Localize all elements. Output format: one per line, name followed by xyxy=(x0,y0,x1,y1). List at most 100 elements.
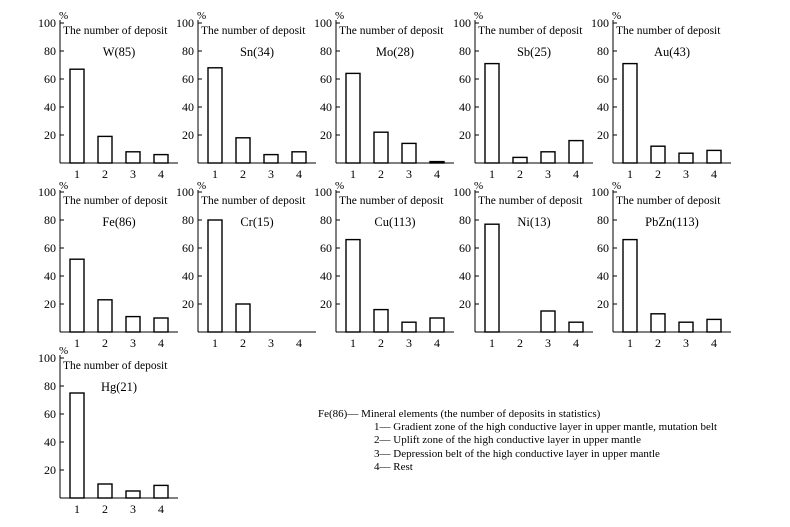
bar xyxy=(69,258,85,333)
y-tick-label: 60 xyxy=(459,72,471,86)
x-tick-label: 4 xyxy=(434,167,440,181)
x-tick-label: 2 xyxy=(378,336,384,350)
bar xyxy=(97,135,113,164)
y-tick-label: 80 xyxy=(459,44,471,58)
x-tick-label: 1 xyxy=(489,336,495,350)
y-tick-label: 60 xyxy=(44,407,56,421)
bar xyxy=(153,484,169,499)
bar xyxy=(706,318,722,333)
bar xyxy=(429,160,445,164)
y-tick-label: 60 xyxy=(597,241,609,255)
bar-chart-10: 20 40 60 80 100 % The number of deposit PbZn(11… xyxy=(591,180,731,350)
y-tick-label: 60 xyxy=(320,72,332,86)
y-tick-label: 40 xyxy=(320,269,332,283)
x-tick-label: 1 xyxy=(74,167,80,181)
bar xyxy=(401,321,417,333)
chart-subtitle: The number of deposit xyxy=(339,25,444,37)
y-tick-label: 100 xyxy=(38,351,56,365)
y-tick-label: 60 xyxy=(459,241,471,255)
x-tick-label: 4 xyxy=(573,167,579,181)
x-tick-label: 1 xyxy=(212,167,218,181)
legend: Fe(86)— Mineral elements (the number of … xyxy=(318,408,717,474)
element-label: Mo(28) xyxy=(376,45,414,59)
bar-chart-5: 20 40 60 80 100 % The number of deposit Au(43) 1… xyxy=(591,10,731,181)
element-label: Hg(21) xyxy=(101,380,137,394)
y-tick-label: 20 xyxy=(597,128,609,142)
x-tick-label: 2 xyxy=(102,167,108,181)
percent-label: % xyxy=(59,180,68,192)
y-tick-label: 40 xyxy=(44,269,56,283)
x-tick-label: 2 xyxy=(517,167,523,181)
legend-line-4: 3— Depression belt of the high conductiv… xyxy=(374,447,660,460)
y-tick-label: 20 xyxy=(44,463,56,477)
bar xyxy=(650,145,666,164)
y-tick-label: 80 xyxy=(44,379,56,393)
y-tick-label: 40 xyxy=(459,100,471,114)
x-tick-label: 4 xyxy=(573,336,579,350)
bar xyxy=(484,223,500,333)
percent-label: % xyxy=(59,10,68,22)
x-tick-label: 3 xyxy=(545,336,551,350)
x-tick-label: 1 xyxy=(627,336,633,350)
percent-label: % xyxy=(474,180,483,192)
x-tick-label: 2 xyxy=(378,167,384,181)
y-tick-label: 80 xyxy=(182,44,194,58)
bar xyxy=(235,303,251,333)
bar xyxy=(69,392,85,499)
chart-subtitle: The number of deposit xyxy=(339,195,444,207)
x-tick-label: 3 xyxy=(406,336,412,350)
bar xyxy=(125,315,141,333)
y-tick-label: 100 xyxy=(314,185,332,199)
y-tick-label: 80 xyxy=(597,44,609,58)
y-tick-label: 40 xyxy=(44,100,56,114)
bar xyxy=(484,62,500,164)
bar xyxy=(291,151,307,164)
y-tick-label: 80 xyxy=(320,44,332,58)
x-tick-label: 3 xyxy=(683,336,689,350)
x-tick-label: 3 xyxy=(268,167,274,181)
y-tick-label: 20 xyxy=(44,128,56,142)
chart-subtitle: The number of deposit xyxy=(201,25,306,37)
y-tick-label: 40 xyxy=(182,100,194,114)
x-tick-label: 3 xyxy=(406,167,412,181)
y-tick-label: 20 xyxy=(182,128,194,142)
bar xyxy=(263,153,279,164)
bar xyxy=(540,151,556,164)
x-tick-label: 2 xyxy=(102,502,108,516)
y-tick-label: 40 xyxy=(597,269,609,283)
element-label: Sn(34) xyxy=(240,45,274,59)
y-tick-label: 80 xyxy=(320,213,332,227)
chart-subtitle: The number of deposit xyxy=(478,195,583,207)
bar-chart-9: 20 40 60 80 100 % The number of deposit Ni(13) 1… xyxy=(453,180,593,350)
y-tick-label: 20 xyxy=(44,297,56,311)
bar xyxy=(207,67,223,164)
y-tick-label: 100 xyxy=(38,16,56,30)
x-tick-label: 3 xyxy=(268,336,274,350)
x-tick-label: 3 xyxy=(545,167,551,181)
y-tick-label: 60 xyxy=(182,241,194,255)
percent-label: % xyxy=(197,180,206,192)
x-tick-label: 1 xyxy=(350,167,356,181)
percent-label: % xyxy=(59,345,68,357)
y-tick-label: 100 xyxy=(38,185,56,199)
bar xyxy=(401,142,417,164)
bar-chart-11: 20 40 60 80 100 % The number of deposit Hg(21) 1… xyxy=(38,345,178,516)
bar-chart-2: 20 40 60 80 100 % The number of deposit Sn(34) 1… xyxy=(176,10,316,181)
element-label: Sb(25) xyxy=(517,45,551,59)
x-tick-label: 4 xyxy=(158,167,164,181)
y-tick-label: 40 xyxy=(459,269,471,283)
y-tick-label: 100 xyxy=(453,185,471,199)
x-tick-label: 2 xyxy=(240,336,246,350)
chart-subtitle: The number of deposit xyxy=(478,25,583,37)
bar xyxy=(373,308,389,333)
bar xyxy=(429,317,445,333)
bar-chart-3: 20 40 60 80 100 % The number of deposit Mo(28) 1… xyxy=(314,10,454,181)
y-tick-label: 80 xyxy=(44,44,56,58)
legend-line-5: 4— Rest xyxy=(374,460,413,473)
element-label: W(85) xyxy=(103,45,136,59)
bar xyxy=(125,151,141,164)
element-label: PbZn(113) xyxy=(645,215,699,229)
y-tick-label: 100 xyxy=(176,185,194,199)
